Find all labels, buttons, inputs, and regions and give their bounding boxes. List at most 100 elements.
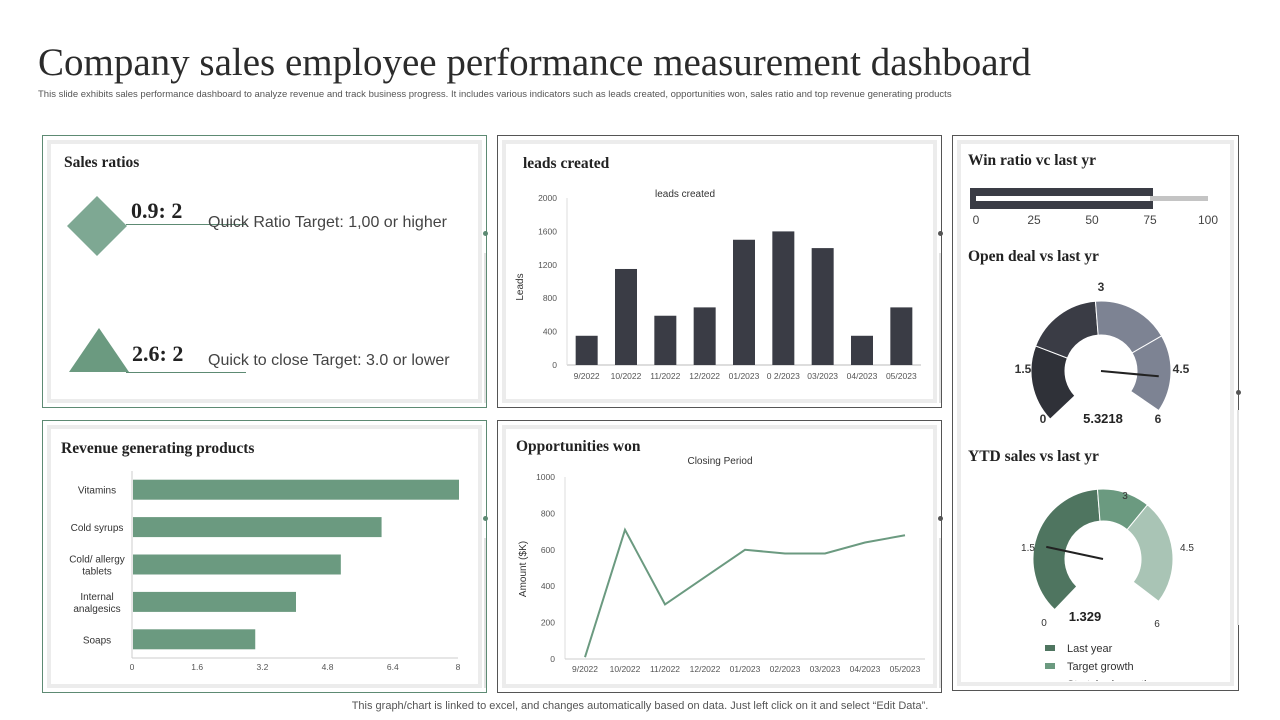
panel-inner (502, 425, 937, 688)
quick-close-value: 2.6: 2 (132, 341, 184, 366)
x-tick-label: 04/2023 (847, 371, 878, 381)
x-tick-label: 10/2022 (610, 664, 641, 674)
bar (133, 517, 382, 538)
category-label: Vitamins (78, 486, 116, 497)
gauge-tick-label: 3 (1122, 491, 1128, 502)
panel-title: Opportunities won (516, 438, 641, 455)
x-tick-label: 02/2023 (770, 664, 801, 674)
win-ratio-title: Win ratio vc last yr (968, 152, 1097, 169)
x-tick-label: 9/2022 (572, 664, 598, 674)
x-tick-label: 100 (1198, 213, 1218, 227)
connector-dot (483, 516, 488, 521)
win-ratio-value-bar (976, 196, 1150, 201)
gauge-band (1035, 300, 1099, 359)
x-tick-label: 03/2023 (807, 371, 838, 381)
category-label: tablets (82, 567, 111, 578)
x-tick-label: 3.2 (256, 662, 268, 672)
bar (575, 335, 598, 365)
quick-ratio-value: 0.9: 2 (131, 198, 183, 223)
x-tick-label: 0 (130, 662, 135, 672)
x-tick-label: 05/2023 (890, 664, 921, 674)
triangle-icon (69, 328, 129, 372)
decor-line (484, 538, 486, 688)
opportunities-won-panel: Opportunities won Closing Period Amount (… (497, 420, 942, 693)
bar (654, 315, 677, 365)
gauge-tick-label: 4.5 (1180, 543, 1194, 554)
footer-note: This graph/chart is linked to excel, and… (351, 700, 929, 712)
panel-inner (47, 425, 482, 688)
x-tick-label: 01/2023 (729, 371, 760, 381)
bar (133, 629, 256, 650)
leads-chart: leads created Leads 0 400 800 1200 1600 2000 9/2… (515, 189, 921, 381)
gauge-tick-label: 1.5 (1015, 362, 1032, 376)
connector-dot (938, 516, 943, 521)
category-label: Soaps (83, 635, 111, 646)
bar (851, 335, 873, 365)
gauge-tick-label: 0 (1041, 618, 1047, 629)
x-tick-label: 01/2023 (730, 664, 761, 674)
decor-line (939, 538, 941, 688)
x-tick-label: 10/2022 (611, 371, 642, 381)
y-tick-label: 200 (541, 618, 555, 628)
divider (126, 224, 246, 225)
x-tick-label: 9/2022 (574, 371, 600, 381)
x-tick-label: 04/2023 (850, 664, 881, 674)
y-axis-label: Leads (515, 273, 526, 300)
divider (126, 372, 246, 373)
gauge-needle (1100, 370, 1159, 378)
page-title: Company sales employee performance measu… (38, 41, 1032, 84)
category-label: Cold/ allergy (69, 555, 125, 566)
open-deal-gauge: 0 1.5 3 4.5 6 5.3218 (1015, 280, 1190, 426)
bar (811, 248, 834, 365)
x-tick-label: 11/2022 (650, 664, 680, 674)
gauge-tick-label: 6 (1154, 619, 1160, 630)
bar (615, 268, 637, 365)
gauge-band (1126, 504, 1174, 603)
chart-title: Closing Period (687, 456, 752, 467)
diamond-icon (67, 196, 127, 256)
decor-line (484, 253, 486, 403)
gauge-tick-label: 0 (1040, 412, 1047, 426)
x-tick-label: 6.4 (387, 662, 399, 672)
x-tick-label: 25 (1027, 213, 1041, 227)
x-tick-label: 8 (456, 662, 461, 672)
connector-dot (483, 231, 488, 236)
y-tick-label: 1600 (538, 226, 557, 236)
open-deal-title: Open deal vs last yr (968, 248, 1099, 265)
quick-ratio-label: Quick Ratio Target: 1,00 or higher (208, 214, 447, 231)
legend-label: Target growth (1067, 661, 1134, 673)
bar (133, 479, 459, 500)
connector-dot (938, 231, 943, 236)
y-tick-label: 1200 (538, 260, 557, 270)
gauge-tick-label: 6 (1155, 412, 1162, 426)
gauge-band (1130, 335, 1172, 412)
quick-close-label: Quick to close Target: 3.0 or lower (208, 352, 450, 369)
decor-line (939, 253, 941, 403)
y-tick-label: 2000 (538, 193, 557, 203)
opportunities-chart: Closing Period Amount ($K) 0 200 400 600 800 10… (518, 456, 925, 674)
x-tick-label: 03/2023 (810, 664, 841, 674)
bar (733, 239, 755, 365)
x-tick-label: 75 (1143, 213, 1157, 227)
bar (693, 307, 716, 365)
y-tick-label: 600 (541, 545, 555, 555)
panel-title: leads created (523, 155, 610, 172)
leads-created-panel: leads created leads created Leads 0 400 800 1… (497, 135, 942, 408)
gauge-tick-label: 4.5 (1173, 362, 1190, 376)
y-tick-label: 0 (552, 360, 557, 370)
x-tick-label: 1.6 (191, 662, 203, 672)
x-tick-label: 11/2022 (650, 371, 680, 381)
y-tick-label: 1000 (536, 472, 555, 482)
category-label: Cold syrups (71, 523, 124, 534)
ytd-sales-title: YTD sales vs last yr (968, 448, 1099, 465)
bar (133, 591, 296, 612)
bar (890, 307, 913, 365)
ytd-sales-gauge: 0 1.5 3 4.5 6 1.329 Last year Target growth Stre… (1021, 488, 1194, 681)
y-tick-label: 800 (543, 293, 557, 303)
data-line (584, 527, 906, 658)
sales-metrics-panel: Win ratio vc last yr 0 25 50 75 100 Open dea… (952, 135, 1239, 691)
y-tick-label: 400 (541, 581, 555, 591)
legend-swatch (1045, 645, 1055, 651)
legend-label: Last year (1067, 643, 1113, 655)
sales-ratios-panel: Sales ratios 0.9: 2 Quick Ratio Target: … (42, 135, 487, 408)
